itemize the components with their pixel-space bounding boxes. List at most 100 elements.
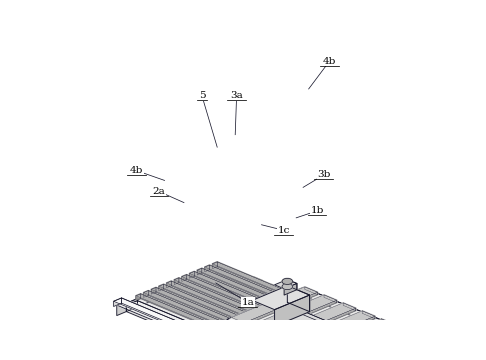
Ellipse shape <box>282 284 293 290</box>
Polygon shape <box>197 268 295 309</box>
Polygon shape <box>240 301 338 342</box>
Polygon shape <box>151 287 248 328</box>
Polygon shape <box>357 329 388 342</box>
Polygon shape <box>361 321 370 332</box>
Polygon shape <box>205 265 302 306</box>
Polygon shape <box>136 294 233 334</box>
Polygon shape <box>259 288 280 304</box>
Polygon shape <box>294 303 316 319</box>
Polygon shape <box>126 301 233 345</box>
Polygon shape <box>126 301 138 311</box>
Polygon shape <box>200 329 209 339</box>
Polygon shape <box>290 292 298 302</box>
Polygon shape <box>275 279 297 289</box>
Polygon shape <box>276 296 298 311</box>
Polygon shape <box>410 351 441 360</box>
Polygon shape <box>300 310 389 351</box>
Polygon shape <box>156 287 248 331</box>
Polygon shape <box>362 311 375 319</box>
Polygon shape <box>321 314 352 327</box>
Polygon shape <box>131 265 217 310</box>
Polygon shape <box>131 265 313 341</box>
Polygon shape <box>159 284 164 291</box>
Polygon shape <box>342 335 399 359</box>
Polygon shape <box>174 278 271 318</box>
Polygon shape <box>241 281 263 296</box>
Polygon shape <box>134 317 415 360</box>
Polygon shape <box>351 352 402 360</box>
Polygon shape <box>351 347 389 360</box>
Polygon shape <box>140 294 233 337</box>
Text: 3b: 3b <box>317 170 330 179</box>
Polygon shape <box>364 336 402 360</box>
Text: 4b: 4b <box>130 166 143 175</box>
Polygon shape <box>399 350 486 360</box>
Polygon shape <box>251 295 337 331</box>
Polygon shape <box>319 351 459 360</box>
Polygon shape <box>406 347 486 360</box>
Polygon shape <box>414 344 486 360</box>
Polygon shape <box>272 284 280 294</box>
Ellipse shape <box>282 278 293 284</box>
Polygon shape <box>419 355 441 360</box>
Text: 5: 5 <box>199 91 205 100</box>
Polygon shape <box>392 344 423 357</box>
Polygon shape <box>224 280 486 360</box>
Polygon shape <box>218 337 227 347</box>
Polygon shape <box>160 317 415 360</box>
Polygon shape <box>159 284 256 325</box>
Polygon shape <box>190 271 194 278</box>
Polygon shape <box>252 286 310 310</box>
Polygon shape <box>272 359 280 360</box>
Polygon shape <box>182 275 187 282</box>
Polygon shape <box>354 341 399 360</box>
Polygon shape <box>385 356 472 360</box>
Polygon shape <box>182 275 279 315</box>
Polygon shape <box>148 291 241 334</box>
Polygon shape <box>287 286 310 312</box>
Polygon shape <box>397 353 479 360</box>
Polygon shape <box>386 335 399 353</box>
Polygon shape <box>271 328 335 355</box>
Polygon shape <box>308 319 394 355</box>
Polygon shape <box>262 327 377 360</box>
Polygon shape <box>365 333 388 348</box>
Polygon shape <box>231 277 263 290</box>
Polygon shape <box>284 283 297 295</box>
Polygon shape <box>418 344 486 360</box>
Polygon shape <box>236 316 377 360</box>
Polygon shape <box>434 351 459 360</box>
Polygon shape <box>347 325 370 341</box>
Polygon shape <box>275 295 310 326</box>
Polygon shape <box>305 287 318 295</box>
Polygon shape <box>244 292 318 325</box>
Polygon shape <box>142 314 174 327</box>
Polygon shape <box>227 287 408 360</box>
Polygon shape <box>138 301 233 347</box>
Polygon shape <box>397 337 406 347</box>
Polygon shape <box>291 301 338 343</box>
Polygon shape <box>231 351 263 360</box>
Polygon shape <box>382 319 394 327</box>
Polygon shape <box>205 265 209 272</box>
Polygon shape <box>117 301 126 315</box>
Polygon shape <box>209 265 302 309</box>
Polygon shape <box>182 321 191 332</box>
Polygon shape <box>285 299 316 312</box>
Polygon shape <box>212 262 217 269</box>
Polygon shape <box>167 281 171 288</box>
Polygon shape <box>322 348 486 360</box>
Polygon shape <box>382 359 465 360</box>
Polygon shape <box>224 280 249 298</box>
Polygon shape <box>282 308 356 341</box>
Polygon shape <box>302 316 375 349</box>
Polygon shape <box>321 324 394 357</box>
Polygon shape <box>303 341 335 360</box>
Polygon shape <box>249 284 280 297</box>
Polygon shape <box>392 353 479 360</box>
Polygon shape <box>190 271 287 312</box>
Polygon shape <box>270 303 356 339</box>
Text: 1c: 1c <box>278 226 290 235</box>
Polygon shape <box>202 268 295 312</box>
Polygon shape <box>428 359 459 360</box>
